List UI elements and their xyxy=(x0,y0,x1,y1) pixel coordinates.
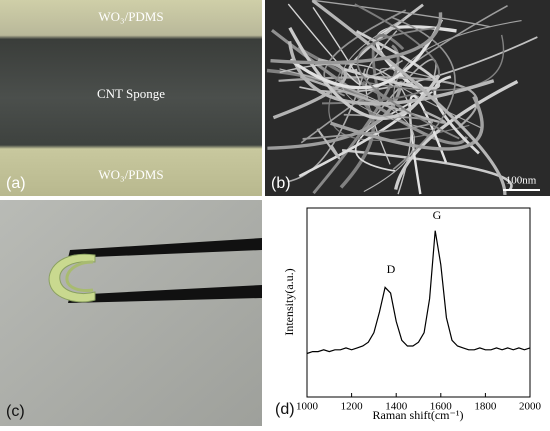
sample xyxy=(48,253,96,303)
fiber xyxy=(341,148,513,191)
panel-label: (d) xyxy=(275,401,295,418)
sample-inner xyxy=(65,260,94,292)
x-tick-label: 1600 xyxy=(430,401,453,413)
fiber xyxy=(329,95,484,151)
fiber xyxy=(366,30,404,77)
fiber xyxy=(356,27,460,140)
x-tick-label: 1000 xyxy=(296,401,319,413)
x-tick-label: 2000 xyxy=(519,401,542,413)
panel-label: (c) xyxy=(6,403,25,420)
panel-d: (d) Raman shift(cm⁻¹) Intensity(a.u.) D … xyxy=(275,207,542,422)
fiber xyxy=(354,91,433,172)
fiber xyxy=(287,3,361,85)
fiber xyxy=(302,113,433,140)
fiber xyxy=(311,0,507,196)
fiber xyxy=(287,68,366,183)
scale-label: 100nm xyxy=(506,175,537,187)
peak-label: G xyxy=(433,208,442,222)
layer-label: CNT Sponge xyxy=(97,86,165,101)
panel-label: (b) xyxy=(271,175,291,192)
sem-image xyxy=(265,0,550,196)
fiber xyxy=(299,75,446,124)
x-axis-label: Raman shift(cm⁻¹) xyxy=(373,408,464,422)
panel-b xyxy=(265,0,550,196)
x-tick-label: 1800 xyxy=(474,401,497,413)
fiber xyxy=(289,18,444,90)
tweezer xyxy=(68,285,262,303)
raman-curve xyxy=(306,230,531,355)
y-axis-label: Intensity(a.u.) xyxy=(282,268,296,335)
peak-label: D xyxy=(387,262,396,276)
layer-label: WO₃/PDMS xyxy=(98,167,163,182)
fiber xyxy=(394,80,519,190)
panel-b-labels: 100nm (b) xyxy=(271,175,540,192)
fiber xyxy=(278,76,479,128)
fiber xyxy=(343,29,441,90)
photo xyxy=(0,0,262,196)
fiber xyxy=(345,58,437,154)
photo xyxy=(0,200,262,426)
panel-a: WO₃/PDMS CNT Sponge WO₃/PDMS (a) xyxy=(0,0,262,196)
fiber xyxy=(267,81,403,150)
x-tick-label: 1200 xyxy=(341,401,364,413)
fiber xyxy=(270,12,443,65)
panel-c: (c) xyxy=(0,200,262,426)
fiber xyxy=(311,0,491,28)
tweezer xyxy=(68,238,262,258)
plot-frame xyxy=(306,207,531,398)
layer-label: WO₃/PDMS xyxy=(98,9,163,24)
x-tick-label: 1400 xyxy=(385,401,408,413)
panel-label: (a) xyxy=(6,175,26,192)
